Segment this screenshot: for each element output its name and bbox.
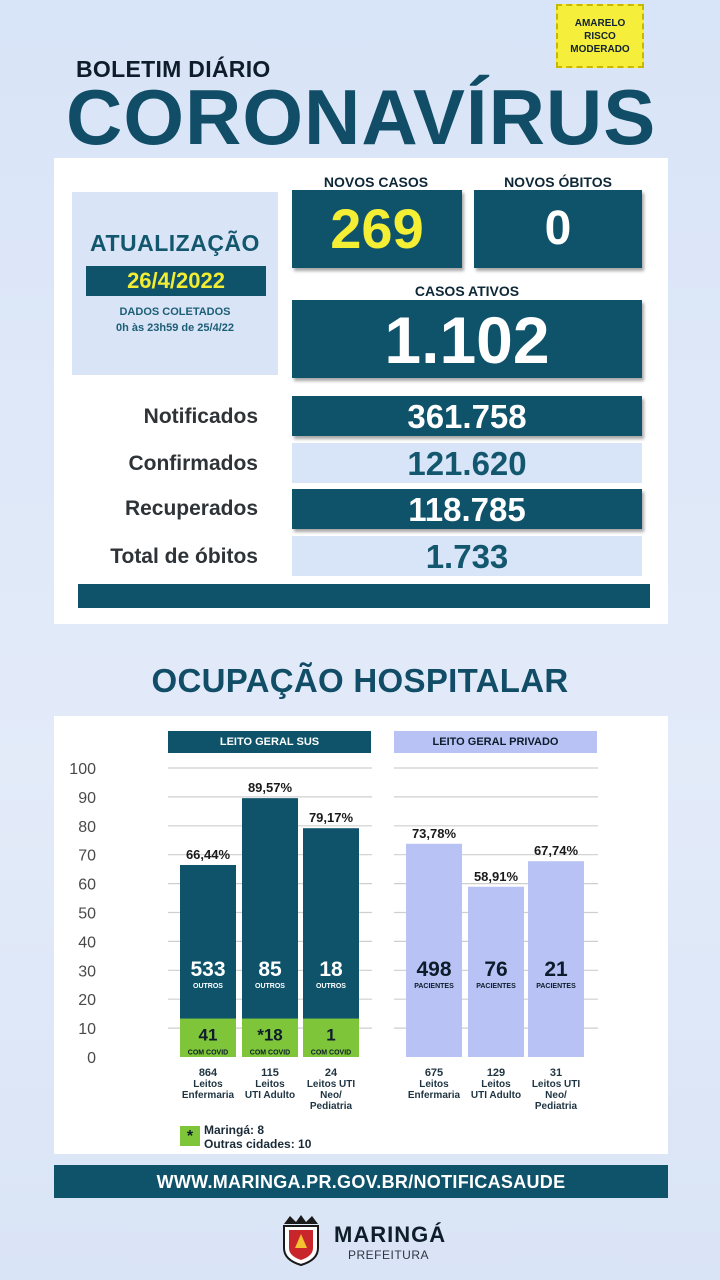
covid-sub-label: COM COVID xyxy=(188,1050,228,1057)
category-label: Neo/ xyxy=(545,1090,567,1101)
bed-total-label: 129 xyxy=(487,1067,505,1079)
bar-sub-label: PACIENTES xyxy=(414,983,454,990)
logo-subtitle: PREFEITURA xyxy=(348,1248,430,1262)
risk-badge-line: RISCO xyxy=(584,30,616,42)
percent-label: 67,74% xyxy=(534,843,579,858)
y-tick-label: 20 xyxy=(78,992,96,1009)
city-seal-icon xyxy=(283,1215,319,1266)
legend-line: Outras cidades: 10 xyxy=(204,1137,312,1151)
group-header-sus: LEITO GERAL SUS xyxy=(168,731,371,753)
covid-segment xyxy=(180,1018,236,1057)
bar-value-label: 498 xyxy=(416,958,451,981)
y-tick-label: 40 xyxy=(78,934,96,951)
covid-sub-label: COM COVID xyxy=(250,1050,290,1057)
category-label: Neo/ xyxy=(320,1090,342,1101)
category-label: Leitos xyxy=(419,1079,449,1090)
bar-value-label: 21 xyxy=(544,958,568,981)
new-cases-value: 269 xyxy=(292,190,462,268)
covid-value-label: *18 xyxy=(257,1026,283,1045)
panel-bottom-bar xyxy=(78,584,650,608)
category-label: UTI Adulto xyxy=(245,1090,295,1101)
active-cases-label: CASOS ATIVOS xyxy=(414,283,520,299)
risk-badge-line: AMARELO xyxy=(574,17,626,29)
risk-level-badge: AMARELO RISCO MODERADO xyxy=(556,4,644,68)
category-label: Enfermaria xyxy=(408,1090,461,1101)
bed-total-label: 24 xyxy=(325,1067,338,1079)
covid-value-label: 1 xyxy=(326,1026,335,1045)
category-label: Pediatria xyxy=(310,1101,353,1112)
active-cases-value: 1.102 xyxy=(292,300,642,378)
percent-label: 89,57% xyxy=(248,780,293,795)
update-note: DADOS COLETADOS xyxy=(119,306,231,318)
bed-total-label: 31 xyxy=(550,1067,562,1079)
category-label: Pediatria xyxy=(535,1101,578,1112)
category-label: Enfermaria xyxy=(182,1090,235,1101)
bar-value-label: 533 xyxy=(190,958,225,981)
covid-value-label: 41 xyxy=(199,1026,218,1045)
bar xyxy=(406,843,462,1057)
covid-sub-label: COM COVID xyxy=(311,1050,351,1057)
bar xyxy=(468,886,524,1057)
y-tick-label: 90 xyxy=(78,790,96,807)
bed-total-label: 115 xyxy=(261,1067,279,1079)
y-tick-label: 70 xyxy=(78,848,96,865)
y-tick-label: 60 xyxy=(78,877,96,894)
y-tick-label: 80 xyxy=(78,819,96,836)
total-deaths-value: 1.733 xyxy=(292,536,642,576)
bar-sub-label: PACIENTES xyxy=(536,983,576,990)
confirmed-value: 121.620 xyxy=(292,443,642,483)
category-label: Leitos UTI xyxy=(532,1079,581,1090)
bar-sub-label: OUTROS xyxy=(255,983,285,990)
percent-label: 73,78% xyxy=(412,826,457,841)
covid-segment xyxy=(303,1018,359,1057)
recovered-label: Recuperados xyxy=(124,497,258,520)
y-tick-label: 100 xyxy=(69,761,96,778)
covid-segment xyxy=(242,1018,298,1057)
bed-total-label: 864 xyxy=(199,1067,218,1079)
category-label: Leitos xyxy=(481,1079,511,1090)
website-link[interactable]: WWW.MARINGA.PR.GOV.BR/NOTIFICASAUDE xyxy=(54,1165,668,1198)
group-header-private: LEITO GERAL PRIVADO xyxy=(394,731,597,753)
y-tick-label: 30 xyxy=(78,963,96,980)
new-cases-label: NOVOS CASOS xyxy=(323,174,429,190)
section-title: OCUPAÇÃO HOSPITALAR xyxy=(151,662,569,699)
confirmed-label: Confirmados xyxy=(128,452,258,475)
legend-line: Maringá: 8 xyxy=(204,1123,265,1137)
logo-name: MARINGÁ xyxy=(334,1222,447,1247)
bulletin-kicker: BOLETIM DIÁRIO xyxy=(76,56,271,82)
bar-sub-label: PACIENTES xyxy=(476,983,516,990)
bar-value-label: 18 xyxy=(319,958,343,981)
asterisk-icon: * xyxy=(180,1126,200,1146)
percent-label: 79,17% xyxy=(309,810,354,825)
bar-sub-label: OUTROS xyxy=(316,983,346,990)
total-deaths-label: Total de óbitos xyxy=(110,545,258,568)
bar-value-label: 76 xyxy=(484,958,507,981)
notified-label: Notificados xyxy=(143,405,258,428)
percent-label: 66,44% xyxy=(186,847,231,862)
bar-sub-label: OUTROS xyxy=(193,983,223,990)
update-title: ATUALIZAÇÃO xyxy=(90,230,260,256)
recovered-value: 118.785 xyxy=(292,489,642,529)
category-label: UTI Adulto xyxy=(471,1090,521,1101)
category-label: Leitos UTI xyxy=(307,1079,356,1090)
y-tick-label: 50 xyxy=(78,906,96,923)
y-tick-label: 10 xyxy=(78,1021,96,1038)
page-title: CORONAVÍRUS xyxy=(66,73,657,161)
risk-badge-line: MODERADO xyxy=(570,43,630,55)
update-date: 26/4/2022 xyxy=(86,266,266,296)
new-deaths-label: NOVOS ÓBITOS xyxy=(504,174,612,190)
category-label: Leitos xyxy=(255,1079,285,1090)
bar xyxy=(528,861,584,1057)
y-tick-label: 0 xyxy=(87,1050,96,1067)
percent-label: 58,91% xyxy=(474,869,519,884)
category-label: Leitos xyxy=(193,1079,223,1090)
bar-value-label: 85 xyxy=(258,958,282,981)
notified-value: 361.758 xyxy=(292,396,642,436)
bar xyxy=(242,798,298,1057)
bed-total-label: 675 xyxy=(425,1067,443,1079)
update-period: 0h às 23h59 de 25/4/22 xyxy=(115,322,235,334)
new-deaths-value: 0 xyxy=(474,190,642,268)
